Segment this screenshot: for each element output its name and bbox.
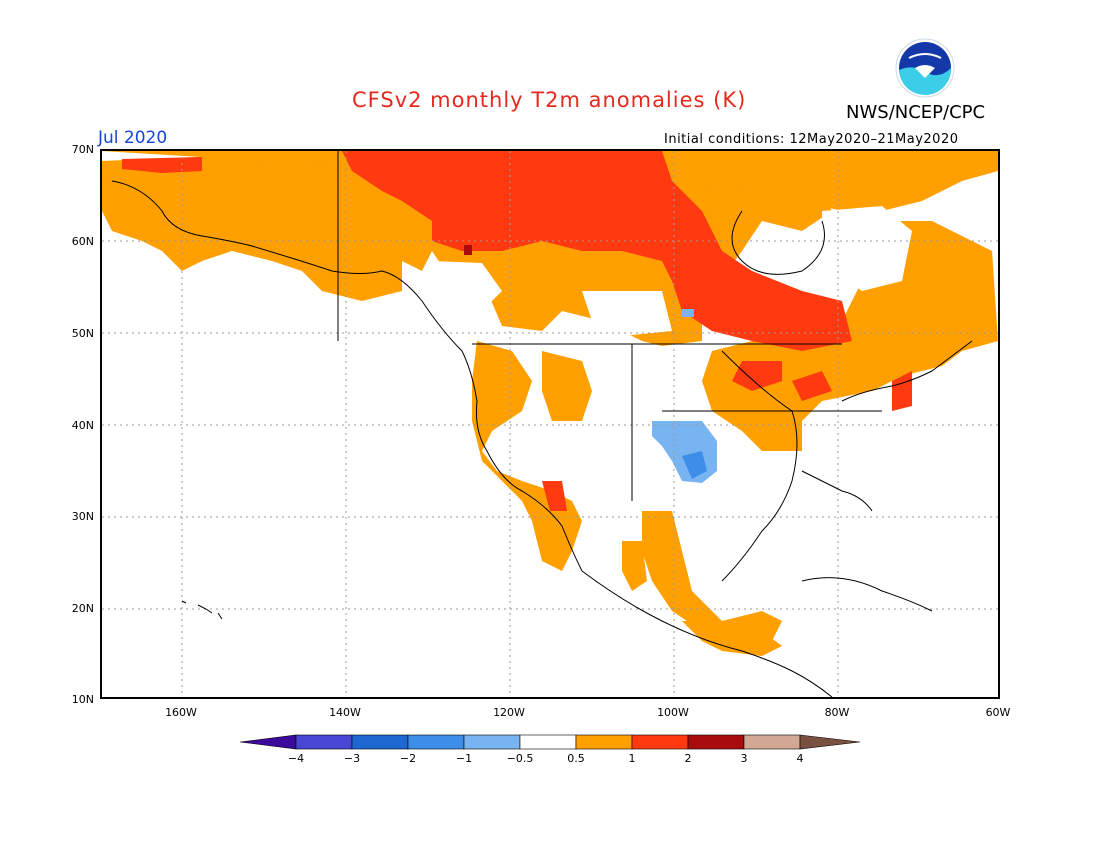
colorbar-high-arrow <box>799 734 860 750</box>
colorbar-swatch <box>407 734 465 750</box>
anomaly-red-regions <box>122 151 912 511</box>
colorbar-swatch <box>295 734 353 750</box>
colorbar-label: −3 <box>343 752 361 765</box>
colorbar-label: −4 <box>287 752 305 765</box>
lon-label-160w: 160W <box>165 706 197 719</box>
lat-label-40n: 40N <box>71 419 94 432</box>
lat-label-20n: 20N <box>71 602 94 615</box>
map-title: CFSv2 monthly T2m anomalies (K) <box>352 88 747 112</box>
colorbar-label: 0.5 <box>567 752 585 765</box>
initial-conditions: Initial conditions: 12May2020–21May2020 <box>664 132 959 147</box>
colorbar-swatch <box>631 734 689 750</box>
lon-label-100w: 100W <box>657 706 689 719</box>
lon-label-120w: 120W <box>493 706 525 719</box>
lat-label-50n: 50N <box>71 327 94 340</box>
map-panel <box>100 149 1000 699</box>
colorbar-swatch <box>463 734 521 750</box>
neutral-regions <box>432 206 912 336</box>
forecast-month: Jul 2020 <box>98 128 168 148</box>
colorbar-swatch <box>351 734 409 750</box>
anomaly-map <box>102 151 998 697</box>
colorbar-label: −1 <box>455 752 473 765</box>
colorbar-swatch <box>743 734 801 750</box>
lon-label-140w: 140W <box>329 706 361 719</box>
lat-label-10n: 10N <box>71 693 94 706</box>
colorbar-label: 2 <box>684 752 692 765</box>
colorbar-swatch <box>687 734 745 750</box>
colorbar-label: 1 <box>628 752 636 765</box>
lon-label-60w: 60W <box>985 706 1011 719</box>
colorbar-label: 3 <box>740 752 748 765</box>
noaa-logo <box>895 38 955 98</box>
lat-label-60n: 60N <box>71 235 94 248</box>
lat-label-70n: 70N <box>71 143 94 156</box>
grid-lines <box>102 151 998 697</box>
colorbar <box>240 734 860 750</box>
anomaly-darkred-speck <box>464 245 472 255</box>
colorbar-low-arrow <box>240 734 297 750</box>
lat-label-30n: 30N <box>71 510 94 523</box>
colorbar-swatch <box>575 734 633 750</box>
anomaly-blue-region <box>652 309 717 483</box>
lon-label-80w: 80W <box>824 706 850 719</box>
colorbar-swatch <box>519 734 577 750</box>
coastlines <box>111 151 973 697</box>
colorbar-label: −2 <box>399 752 417 765</box>
colorbar-label: −0.5 <box>506 752 534 765</box>
colorbar-label: 4 <box>796 752 804 765</box>
agency-label: NWS/NCEP/CPC <box>846 102 986 123</box>
